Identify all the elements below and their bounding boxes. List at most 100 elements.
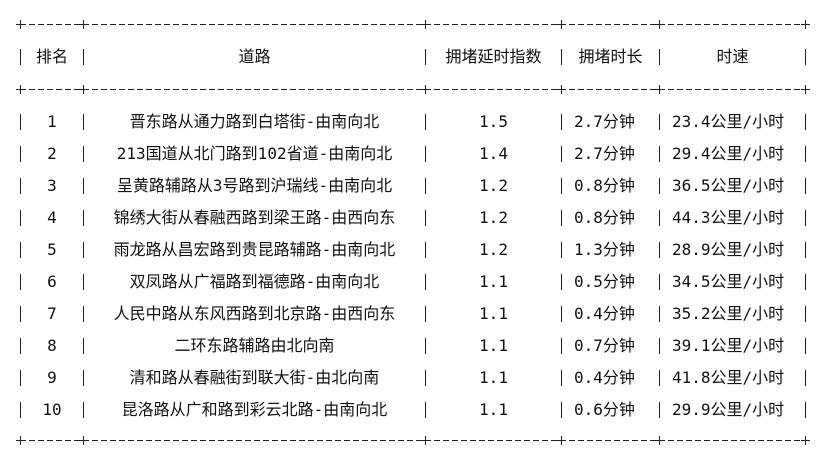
table-corner	[79, 436, 88, 445]
table-border-line	[20, 89, 806, 90]
cell-road: 清和路从春融街到联大街-由北向南	[129, 368, 380, 387]
cell-speed: 23.4公里/小时	[672, 112, 785, 131]
column-separator	[659, 402, 660, 418]
table-corner	[16, 85, 25, 94]
column-separator	[20, 242, 21, 258]
column-separator	[561, 242, 562, 258]
column-separator	[561, 210, 562, 226]
cell-rank: 4	[47, 208, 57, 227]
cell-congestion-index: 1.1	[479, 368, 508, 387]
table-corner	[655, 85, 664, 94]
column-separator	[561, 370, 562, 386]
column-separator	[20, 178, 21, 194]
column-separator	[805, 114, 806, 130]
column-separator	[805, 49, 806, 65]
column-separator	[659, 146, 660, 162]
column-separator	[561, 338, 562, 354]
column-separator	[805, 210, 806, 226]
table-corner	[801, 436, 810, 445]
table-corner	[421, 436, 430, 445]
cell-road: 雨龙路从昌宏路到贵昆路辅路-由南向北	[113, 240, 396, 259]
cell-congestion-index: 1.5	[479, 112, 508, 131]
column-separator	[425, 402, 426, 418]
table-corner	[557, 436, 566, 445]
column-separator	[659, 242, 660, 258]
header-congestion-index: 拥堵延时指数	[445, 47, 542, 66]
column-separator	[805, 402, 806, 418]
column-separator	[425, 114, 426, 130]
column-separator	[83, 242, 84, 258]
column-separator	[805, 178, 806, 194]
column-separator	[20, 338, 21, 354]
column-separator	[659, 274, 660, 290]
cell-congestion-index: 1.4	[479, 144, 508, 163]
column-separator	[83, 114, 84, 130]
cell-speed: 29.4公里/小时	[672, 144, 785, 163]
table-corner	[655, 20, 664, 29]
cell-rank: 8	[47, 336, 57, 355]
cell-road: 双凤路从广福路到福德路-由南向北	[129, 272, 380, 291]
column-separator	[20, 210, 21, 226]
column-separator	[659, 49, 660, 65]
column-separator	[425, 178, 426, 194]
column-separator	[425, 370, 426, 386]
column-separator	[659, 114, 660, 130]
column-separator	[659, 178, 660, 194]
column-separator	[20, 146, 21, 162]
column-separator	[805, 306, 806, 322]
cell-speed: 41.8公里/小时	[672, 368, 785, 387]
table-corner	[421, 85, 430, 94]
column-separator	[805, 242, 806, 258]
cell-speed: 29.9公里/小时	[672, 400, 785, 419]
column-separator	[561, 402, 562, 418]
column-separator	[561, 178, 562, 194]
column-separator	[659, 338, 660, 354]
column-separator	[805, 146, 806, 162]
header-road: 道路	[238, 47, 271, 66]
cell-road: 锦绣大街从春融西路到梁王路-由西向东	[113, 208, 396, 227]
column-separator	[425, 146, 426, 162]
cell-road: 二环东路辅路由北向南	[174, 336, 335, 355]
table-corner	[655, 436, 664, 445]
column-separator	[425, 274, 426, 290]
column-separator	[561, 274, 562, 290]
table-corner	[79, 85, 88, 94]
column-separator	[20, 274, 21, 290]
table-border-line	[20, 440, 806, 441]
column-separator	[83, 306, 84, 322]
header-speed: 时速	[716, 47, 749, 66]
column-separator	[561, 306, 562, 322]
cell-rank: 7	[47, 304, 57, 323]
cell-speed: 28.9公里/小时	[672, 240, 785, 259]
column-separator	[20, 402, 21, 418]
cell-speed: 36.5公里/小时	[672, 176, 785, 195]
cell-congestion-duration: 0.5分钟	[574, 272, 635, 291]
cell-road: 213国道从北门路到102省道-由南向北	[116, 144, 393, 163]
table-corner	[801, 20, 810, 29]
column-separator	[425, 242, 426, 258]
header-congestion-duration: 拥堵时长	[578, 47, 643, 66]
column-separator	[561, 114, 562, 130]
cell-congestion-duration: 0.4分钟	[574, 304, 635, 323]
cell-congestion-duration: 0.6分钟	[574, 400, 635, 419]
cell-congestion-index: 1.1	[479, 400, 508, 419]
cell-speed: 44.3公里/小时	[672, 208, 785, 227]
cell-rank: 9	[47, 368, 57, 387]
cell-road: 晋东路从通力路到白塔街-由南向北	[129, 112, 380, 131]
cell-rank: 10	[42, 400, 62, 419]
cell-rank: 1	[47, 112, 57, 131]
column-separator	[20, 370, 21, 386]
cell-rank: 6	[47, 272, 57, 291]
cell-congestion-index: 1.2	[479, 208, 508, 227]
cell-congestion-index: 1.2	[479, 176, 508, 195]
cell-congestion-duration: 2.7分钟	[574, 144, 635, 163]
table-corner	[557, 20, 566, 29]
cell-congestion-index: 1.1	[479, 272, 508, 291]
table-corner	[421, 20, 430, 29]
cell-congestion-duration: 0.7分钟	[574, 336, 635, 355]
column-separator	[83, 146, 84, 162]
cell-road: 呈黄路辅路从3号路到沪瑞线-由南向北	[116, 176, 393, 195]
column-separator	[425, 49, 426, 65]
cell-congestion-duration: 0.8分钟	[574, 176, 635, 195]
cell-speed: 34.5公里/小时	[672, 272, 785, 291]
